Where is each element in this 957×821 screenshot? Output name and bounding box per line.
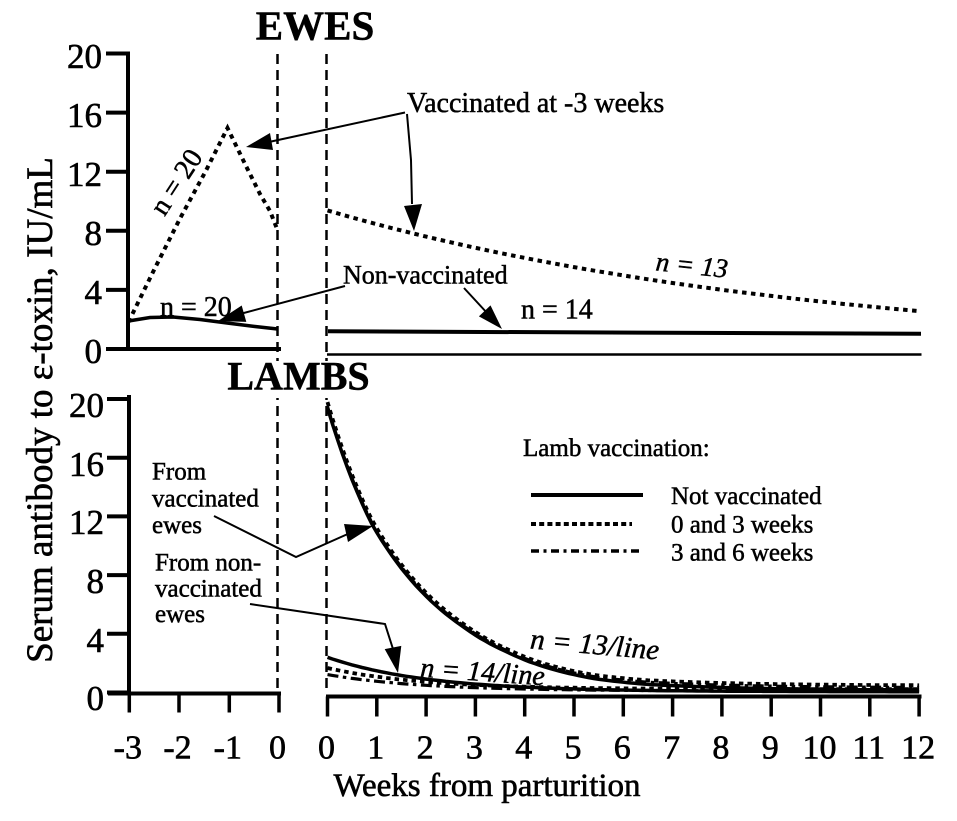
svg-text:-3: -3: [114, 730, 142, 767]
svg-text:6: 6: [614, 730, 631, 767]
svg-text:3 and 6 weeks: 3 and 6 weeks: [671, 540, 813, 567]
svg-text:2: 2: [417, 730, 434, 767]
svg-text:Serum antibody to ε-toxin, IU/: Serum antibody to ε-toxin, IU/mL: [20, 157, 61, 663]
svg-text:4: 4: [515, 730, 532, 767]
svg-text:Lamb vaccination:: Lamb vaccination:: [523, 435, 710, 462]
svg-text:From: From: [152, 459, 207, 486]
svg-text:7: 7: [663, 730, 680, 767]
svg-text:1: 1: [367, 730, 384, 767]
svg-text:0: 0: [87, 679, 105, 718]
svg-text:LAMBS: LAMBS: [227, 354, 369, 399]
svg-text:n = 20: n = 20: [160, 292, 232, 323]
svg-text:9: 9: [762, 730, 779, 767]
svg-text:ewes: ewes: [155, 601, 205, 628]
svg-text:12: 12: [901, 730, 935, 767]
svg-text:EWES: EWES: [256, 3, 375, 49]
svg-text:10: 10: [803, 730, 837, 767]
svg-text:20: 20: [67, 37, 102, 76]
svg-text:20: 20: [69, 386, 104, 425]
svg-text:-1: -1: [214, 730, 242, 767]
svg-text:8: 8: [85, 214, 103, 253]
svg-text:vaccinated: vaccinated: [155, 576, 262, 603]
svg-text:n = 14: n = 14: [521, 295, 593, 326]
svg-text:0: 0: [318, 730, 335, 767]
svg-text:4: 4: [87, 621, 105, 660]
svg-text:Weeks from parturition: Weeks from parturition: [333, 768, 640, 804]
svg-text:8: 8: [712, 730, 729, 767]
svg-text:16: 16: [67, 96, 102, 135]
svg-text:12: 12: [67, 155, 102, 194]
svg-text:5: 5: [565, 730, 582, 767]
svg-text:4: 4: [85, 273, 103, 312]
svg-text:-2: -2: [163, 730, 191, 767]
svg-text:0: 0: [269, 730, 286, 767]
svg-text:Not vaccinated: Not vaccinated: [671, 483, 822, 510]
svg-text:Non-vaccinated: Non-vaccinated: [343, 261, 508, 290]
svg-text:11: 11: [852, 730, 885, 767]
svg-text:From non-: From non-: [155, 550, 261, 577]
svg-text:vaccinated: vaccinated: [152, 486, 259, 513]
svg-text:8: 8: [87, 562, 105, 601]
svg-text:ewes: ewes: [152, 512, 202, 539]
svg-text:3: 3: [466, 730, 483, 767]
svg-text:12: 12: [69, 503, 104, 542]
svg-text:0 and 3 weeks: 0 and 3 weeks: [671, 512, 813, 539]
svg-text:16: 16: [69, 445, 104, 484]
svg-text:0: 0: [85, 332, 103, 371]
svg-text:Vaccinated at -3 weeks: Vaccinated at -3 weeks: [407, 88, 664, 119]
